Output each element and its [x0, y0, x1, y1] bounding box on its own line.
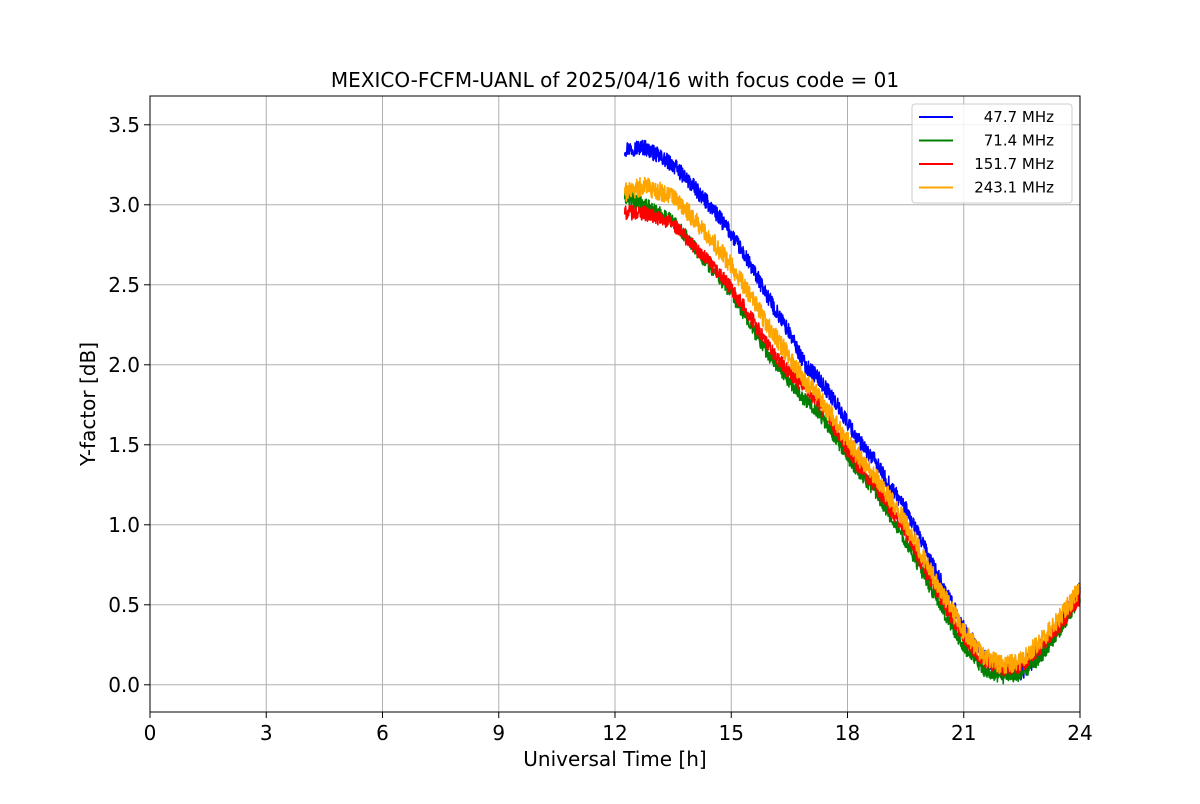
legend-label: 243.1 MHz: [974, 179, 1054, 197]
y-tick-label: 2.0: [108, 353, 140, 377]
y-axis: 0.0 0.5 1.0 1.5 2.0 2.5 3.0 3.5: [108, 113, 150, 697]
y-tick-label: 0.0: [108, 673, 140, 697]
x-axis: 0 3 6 9 12 15 18 21 24: [144, 712, 1093, 745]
series-layer: [623, 139, 1081, 685]
x-tick-label: 21: [951, 721, 976, 745]
y-tick-label: 2.5: [108, 273, 140, 297]
x-axis-label: Universal Time [h]: [523, 747, 706, 771]
y-tick-label: 1.5: [108, 433, 140, 457]
y-tick-label: 1.0: [108, 513, 140, 537]
x-tick-label: 18: [835, 721, 860, 745]
x-tick-label: 0: [144, 721, 157, 745]
y-tick-label: 0.5: [108, 593, 140, 617]
legend-box: [911, 103, 1073, 204]
x-tick-label: 9: [492, 721, 505, 745]
legend-items: 47.7 MHz 71.4 MHz 151.7 MHz 243.1 MHz: [919, 108, 1054, 197]
legend-label: 71.4 MHz: [984, 132, 1054, 150]
x-tick-label: 12: [602, 721, 627, 745]
legend: 47.7 MHz 71.4 MHz 151.7 MHz 243.1 MHz: [911, 103, 1073, 204]
series-line: [623, 176, 1081, 674]
chart-title: MEXICO-FCFM-UANL of 2025/04/16 with focu…: [331, 68, 899, 92]
x-tick-label: 3: [260, 721, 273, 745]
x-tick-label: 15: [719, 721, 744, 745]
legend-label: 151.7 MHz: [974, 155, 1054, 173]
x-tick-label: 6: [376, 721, 389, 745]
y-axis-label: Y-factor [dB]: [76, 342, 100, 467]
y-tick-label: 3.0: [108, 193, 140, 217]
legend-label: 47.7 MHz: [984, 108, 1054, 126]
x-tick-label: 24: [1067, 721, 1092, 745]
y-tick-label: 3.5: [108, 113, 140, 137]
